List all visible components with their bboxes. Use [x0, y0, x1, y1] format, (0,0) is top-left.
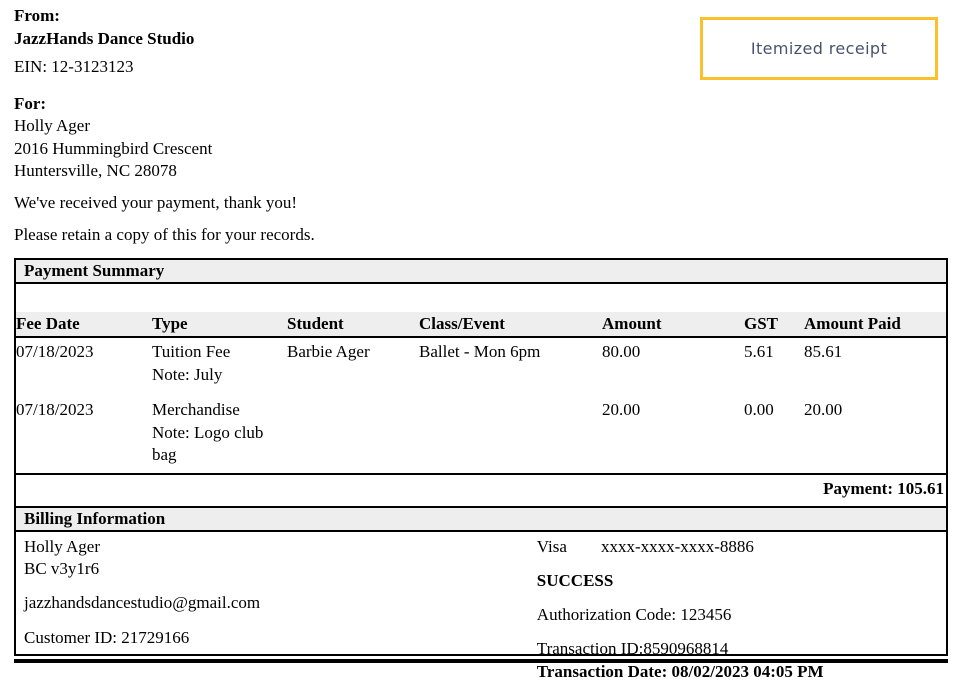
fee-note: Note: July	[152, 364, 223, 384]
next-section-divider	[14, 659, 948, 663]
table-row: 07/18/2023 Tuition Fee Note: July Barbie…	[16, 337, 946, 396]
ein-number: EIN: 12-3123123	[14, 57, 134, 76]
billing-region: BC v3y1r6	[24, 559, 100, 578]
billing-left-column: Holly Ager BC v3y1r6 jazzhandsdancestudi…	[16, 536, 537, 687]
billing-information-title: Billing Information	[16, 505, 946, 532]
fees-table-header-row: Fee Date Type Student Class/Event Amount…	[16, 312, 946, 338]
fee-note: Note: Logo club bag	[152, 422, 264, 465]
col-header-fee-date: Fee Date	[16, 312, 152, 338]
studio-name: JazzHands Dance Studio	[14, 28, 195, 48]
fee-type: Merchandise	[152, 400, 240, 419]
billing-right-column: Visa xxxx-xxxx-xxxx-8886 SUCCESS Authori…	[537, 536, 946, 687]
recipient-address-line1: 2016 Hummingbird Crescent	[14, 138, 213, 158]
col-header-class-event: Class/Event	[419, 312, 602, 338]
status-badge: SUCCESS	[536, 571, 614, 590]
for-label: For:	[14, 93, 47, 113]
transaction-date: Transaction Date: 08/02/2023 04:05 PM	[536, 661, 824, 681]
class-event-cell	[419, 396, 602, 474]
student-cell: Barbie Ager	[287, 342, 370, 361]
amount-cell: 20.00	[602, 400, 641, 419]
payment-summary-title: Payment Summary	[16, 260, 946, 284]
amount-paid-cell: 20.00	[804, 400, 843, 419]
amount-paid-cell: 85.61	[804, 342, 843, 361]
student-cell	[287, 396, 419, 474]
col-header-type: Type	[152, 312, 287, 338]
fee-date-cell: 07/18/2023	[16, 400, 94, 419]
payment-thanks-message: We've received your payment, thank you!	[14, 192, 298, 212]
type-cell: Merchandise Note: Logo club bag	[152, 396, 287, 474]
col-header-student: Student	[287, 312, 419, 338]
table-row: 07/18/2023 Merchandise Note: Logo club b…	[16, 396, 946, 474]
transaction-id: Transaction ID:8590968814	[536, 639, 729, 658]
payment-total: Payment: 105.61	[16, 472, 946, 506]
fees-table: Fee Date Type Student Class/Event Amount…	[16, 312, 946, 506]
recipient-address-line2: Huntersville, NC 28078	[14, 161, 177, 180]
retain-copy-message: Please retain a copy of this for your re…	[14, 225, 315, 244]
card-type: Visa	[536, 536, 567, 556]
billing-email: jazzhandsdancestudio@gmail.com	[24, 592, 261, 612]
col-header-amount: Amount	[602, 312, 744, 338]
col-header-amount-paid: Amount Paid	[804, 312, 946, 338]
col-header-gst: GST	[744, 312, 804, 338]
billing-name: Holly Ager	[24, 536, 101, 556]
gst-cell: 5.61	[744, 342, 774, 361]
itemized-receipt-button[interactable]: Itemized receipt	[700, 17, 938, 80]
receipt-header: From: JazzHands Dance Studio EIN: 12-312…	[14, 0, 614, 247]
card-number: xxxx-xxxx-xxxx-8886	[600, 536, 754, 556]
class-event-cell: Ballet - Mon 6pm	[419, 342, 541, 361]
recipient-name: Holly Ager	[14, 116, 91, 135]
receipt-box: Payment Summary Fee Date Type Student Cl…	[14, 258, 948, 681]
billing-content: Holly Ager BC v3y1r6 jazzhandsdancestudi…	[16, 532, 946, 687]
authorization-code: Authorization Code: 123456	[536, 605, 732, 624]
spacer	[16, 284, 946, 312]
payment-total-row: Payment: 105.61	[16, 472, 946, 506]
type-cell: Tuition Fee Note: July	[152, 337, 287, 396]
fee-date-cell: 07/18/2023	[16, 342, 94, 361]
fee-type: Tuition Fee	[152, 342, 231, 361]
card-line: Visa xxxx-xxxx-xxxx-8886	[537, 536, 946, 559]
customer-id: Customer ID: 21729166	[24, 628, 190, 647]
amount-cell: 80.00	[602, 342, 641, 361]
from-label: From:	[14, 6, 60, 25]
gst-cell: 0.00	[744, 400, 774, 419]
